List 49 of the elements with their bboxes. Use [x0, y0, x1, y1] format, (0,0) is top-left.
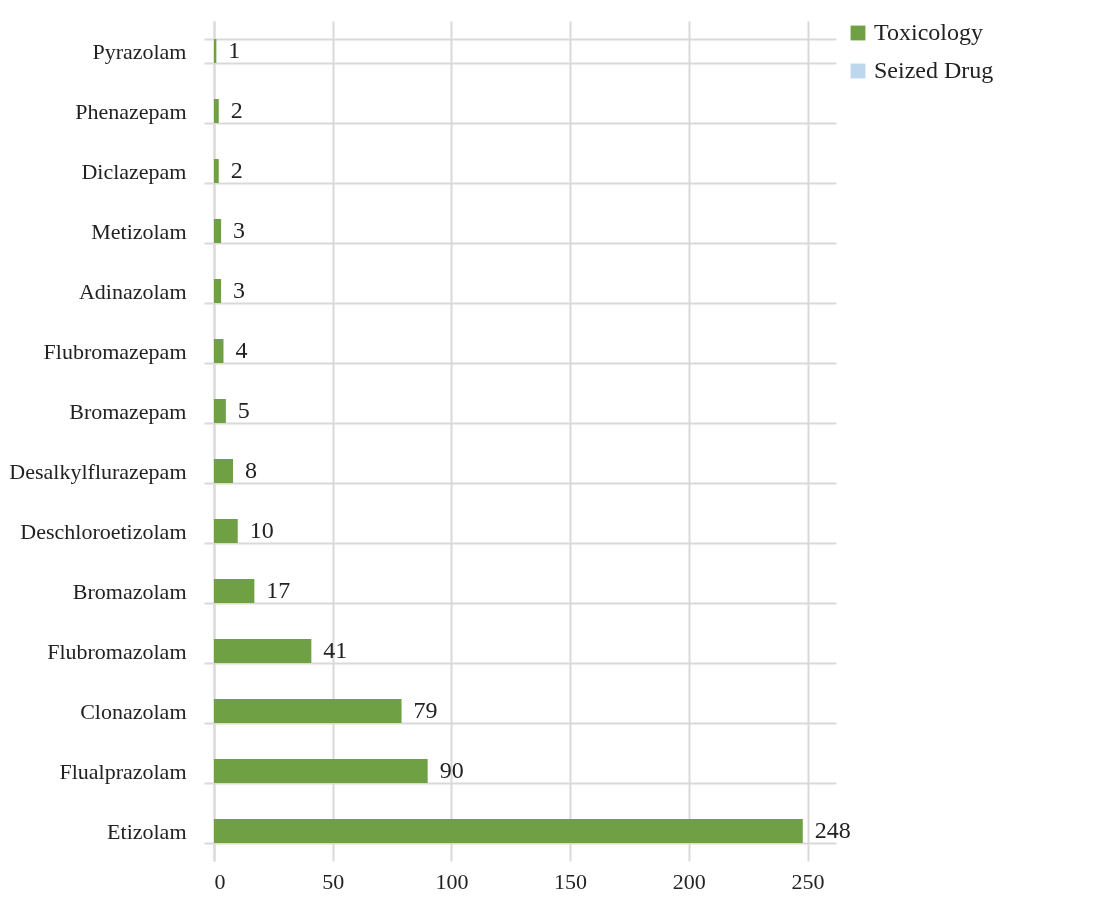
x-tick-label: 100	[435, 868, 469, 894]
y-tick-label: Bromazolam	[72, 578, 187, 604]
data-label: 3	[233, 217, 246, 243]
data-label: 8	[244, 457, 257, 483]
bar	[214, 159, 219, 183]
bar	[214, 279, 222, 303]
data-label: 90	[439, 757, 464, 783]
legend-label: Toxicology	[874, 19, 983, 45]
bar	[214, 339, 224, 363]
data-label: 4	[235, 337, 248, 363]
y-tick-label: Deschloroetizolam	[20, 518, 187, 544]
y-tick-label: Flubromazepam	[43, 338, 187, 364]
legend-label: Seized Drug	[874, 57, 994, 83]
x-tick-label: 50	[322, 868, 345, 894]
y-tick-label: Desalkylflurazepam	[9, 458, 187, 484]
x-tick-label: 150	[554, 868, 588, 894]
y-tick-label: Pyrazolam	[92, 38, 187, 64]
data-label: 2	[230, 97, 243, 123]
y-tick-label: Flubromazolam	[47, 638, 187, 664]
bar	[214, 399, 226, 423]
bar	[214, 579, 255, 603]
y-tick-label: Phenazepam	[75, 98, 187, 124]
bar	[214, 699, 402, 723]
y-tick-label: Diclazepam	[81, 158, 187, 184]
data-label: 2	[230, 157, 243, 183]
data-label: 3	[233, 277, 246, 303]
y-tick-label: Metizolam	[91, 218, 187, 244]
bar	[214, 519, 238, 543]
data-label: 17	[266, 577, 291, 603]
y-tick-label: Adinazolam	[78, 278, 187, 304]
bar	[214, 99, 219, 123]
bar	[214, 459, 233, 483]
bar	[214, 639, 312, 663]
bar	[214, 819, 803, 843]
y-tick-label: Bromazepam	[69, 398, 187, 424]
x-tick-label: 200	[672, 868, 706, 894]
bar	[214, 219, 222, 243]
data-label: 41	[323, 637, 348, 663]
data-label: 248	[814, 817, 851, 843]
data-label: 1	[228, 37, 241, 63]
x-tick-label: 0	[214, 868, 226, 894]
data-label: 10	[249, 517, 274, 543]
data-label: 5	[237, 397, 250, 423]
bar	[214, 759, 428, 783]
y-tick-label: Flualprazolam	[59, 758, 187, 784]
y-tick-label: Etizolam	[107, 818, 187, 844]
y-tick-label: Clonazolam	[80, 698, 187, 724]
x-tick-label: 250	[791, 868, 825, 894]
data-label: 79	[413, 697, 438, 723]
